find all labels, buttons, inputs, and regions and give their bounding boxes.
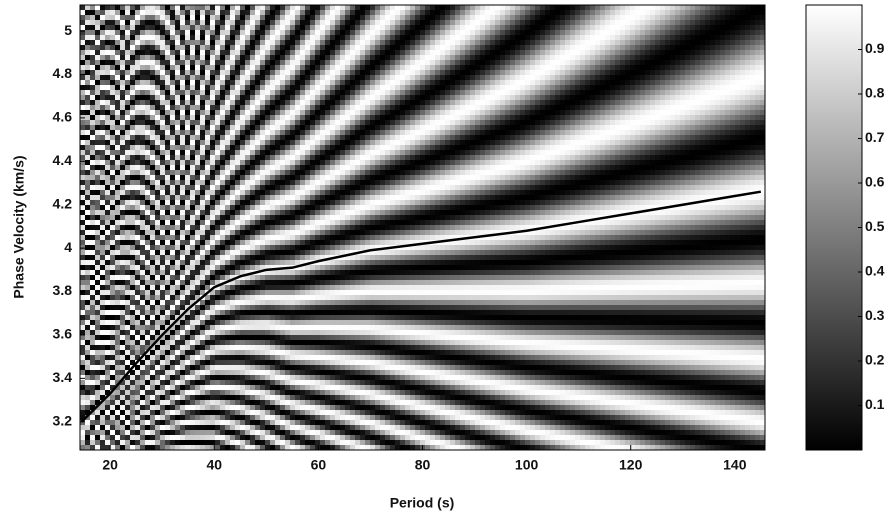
- colorbar: [806, 5, 862, 450]
- x-tick-label: 80: [415, 457, 431, 473]
- y-tick-label: 3.8: [53, 282, 73, 298]
- y-tick-label: 3.6: [53, 326, 73, 342]
- colorbar-tick-label: 0.9: [865, 40, 885, 56]
- x-axis-label: Period (s): [390, 495, 455, 511]
- x-tick-label: 20: [102, 457, 118, 473]
- y-tick-label: 3.4: [53, 369, 73, 385]
- y-tick-label: 4: [64, 239, 72, 255]
- y-tick-label: 4.6: [53, 109, 73, 125]
- x-tick-label: 60: [311, 457, 327, 473]
- x-tick-label: 120: [619, 457, 643, 473]
- colorbar-tick-label: 0.5: [865, 218, 885, 234]
- y-tick-label: 3.2: [53, 412, 73, 428]
- colorbar-tick-label: 0.2: [865, 352, 885, 368]
- colorbar-tick-label: 0.8: [865, 85, 885, 101]
- y-tick-label: 4.2: [53, 195, 73, 211]
- colorbar-tick-label: 0.7: [865, 129, 885, 145]
- x-tick-label: 100: [515, 457, 539, 473]
- x-tick-label: 140: [723, 457, 747, 473]
- y-tick-label: 4.4: [53, 152, 73, 168]
- colorbar-tick-label: 0.3: [865, 307, 885, 323]
- y-tick-label: 4.8: [53, 65, 73, 81]
- x-tick-label: 40: [207, 457, 223, 473]
- colorbar-tick-label: 0.4: [865, 263, 885, 279]
- heatmap: [80, 5, 766, 451]
- colorbar-tick-label: 0.1: [865, 396, 885, 412]
- colorbar-tick-label: 0.6: [865, 174, 885, 190]
- y-axis-label: Phase Velocity (km/s): [11, 155, 27, 298]
- y-tick-label: 5: [64, 22, 72, 38]
